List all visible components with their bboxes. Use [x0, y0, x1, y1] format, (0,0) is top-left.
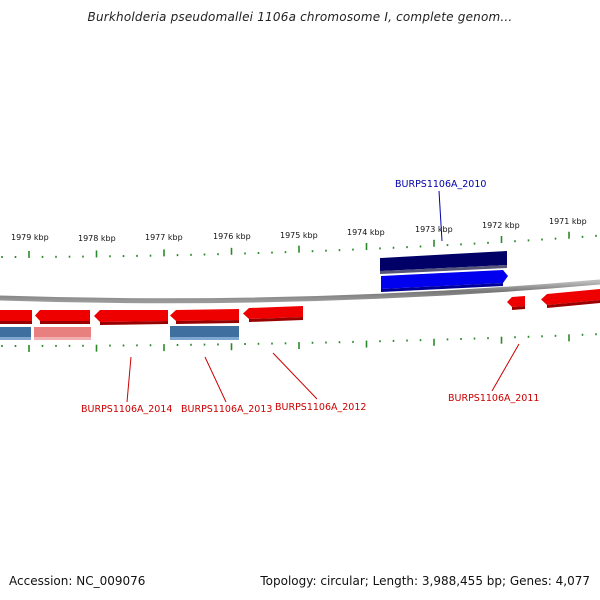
sequence-summary: Topology: circular; Length: 3,988,455 bp… [260, 574, 590, 588]
gene-2014-gene-shadow [0, 321, 32, 324]
ruler-label-1975: 1975 kbp [280, 231, 318, 240]
gene-2012-gene-shadow [249, 317, 303, 322]
gene-2014b-cds[interactable] [34, 327, 91, 337]
gene-2012a-gene-shadow [176, 320, 239, 324]
gene-label-2010[interactable]: BURPS1106A_2010 [395, 179, 486, 190]
ruler-label-1976: 1976 kbp [213, 232, 251, 241]
gene-label-2012[interactable]: BURPS1106A_2012 [275, 402, 366, 413]
gene-2014b-gene-shadow [40, 321, 90, 324]
ruler-label-1973: 1973 kbp [415, 225, 453, 234]
ruler-label-1978: 1978 kbp [78, 234, 116, 243]
gene-2013-gene-shadow [100, 321, 168, 325]
gene-2014-cds[interactable] [0, 327, 31, 337]
chromosome-backbone [0, 279, 600, 304]
ruler-label-1979: 1979 kbp [11, 233, 49, 242]
gene-2014b-gene[interactable] [35, 310, 90, 321]
gene-2012-gene[interactable] [243, 306, 303, 319]
gene-2011-leader [491, 343, 520, 392]
gene-2010-gene[interactable] [381, 270, 508, 289]
gene-2013-cds[interactable] [170, 326, 239, 337]
gene-labels: BURPS1106A_2010 BURPS1106A_2014 BURPS110… [81, 179, 539, 415]
forward-features [380, 190, 508, 292]
gene-2013-gene[interactable] [94, 310, 168, 322]
gene-2014b-cds-shadow [34, 337, 91, 340]
gene-2010-cds-shadow [380, 265, 507, 274]
gene-label-2011[interactable]: BURPS1106A_2011 [448, 393, 539, 404]
gene-2012-leader [272, 352, 318, 400]
top-ruler-ticks [1, 231, 597, 258]
ruler-label-1977: 1977 kbp [145, 233, 183, 242]
ruler-label-1974: 1974 kbp [347, 228, 385, 237]
gene-2010-gene-shadow [381, 283, 503, 292]
gene-2014-cds-shadow [0, 337, 31, 340]
reverse-cds [0, 326, 239, 340]
gene-2013-leader [204, 356, 227, 403]
gene-label-2013[interactable]: BURPS1106A_2013 [181, 404, 272, 415]
gene-2011a-gene[interactable] [507, 296, 525, 307]
gene-2011a-gene-shadow [512, 306, 525, 310]
gene-2010-leader [438, 190, 443, 242]
gene-2014-gene[interactable] [0, 310, 32, 321]
gene-2014-leader [126, 356, 132, 403]
label-leaders [126, 343, 520, 403]
ruler-label-1972: 1972 kbp [482, 221, 520, 230]
gene-2011-gene[interactable] [541, 289, 600, 305]
reverse-genes [0, 289, 600, 325]
accession-text: Accession: NC_009076 [9, 574, 146, 588]
bottom-ruler-ticks [1, 333, 597, 352]
sequence-title: Burkholderia pseudomallei 1106a chromoso… [87, 10, 513, 24]
gene-label-2014[interactable]: BURPS1106A_2014 [81, 404, 172, 415]
ruler-label-1971: 1971 kbp [549, 217, 587, 226]
ruler-labels: 1979 kbp 1978 kbp 1977 kbp 1976 kbp 1975… [11, 217, 587, 243]
gene-2010-cds[interactable] [380, 251, 507, 271]
gene-2013-cds-shadow [170, 337, 239, 340]
gene-2012a-gene[interactable] [170, 309, 239, 321]
gene-2011-gene-shadow [547, 300, 600, 308]
